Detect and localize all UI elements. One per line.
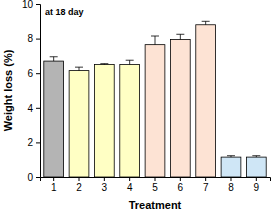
y-tick: 10 [22,0,40,10]
bar [69,71,89,177]
x-tick: 2 [76,177,82,193]
y-tick-label: 10 [22,0,34,10]
error-cap [202,21,210,22]
x-tick-label: 6 [178,182,184,193]
error-cap [227,155,235,156]
bar [170,39,190,177]
y-tick-mark [36,108,40,109]
error-bar [50,57,58,61]
error-cap [252,155,260,156]
x-axis-line [41,178,271,182]
y-tick: 0 [27,172,40,183]
error-bar [75,67,83,70]
error-bar [252,156,260,157]
y-axis-line [36,5,41,178]
y-tick-label: 4 [27,103,33,114]
bar [120,65,140,177]
bar [196,25,216,177]
x-tick-mark [230,177,231,181]
error-stem [53,57,54,61]
y-axis: 0 2 4 6 8 10 [22,0,41,183]
bar [94,65,114,177]
chart: 0246810123456789at 18 dayTreatmentWeight… [0,0,276,215]
y-tick-mark [36,73,40,74]
y-tick-mark [36,177,40,178]
y-tick-label: 2 [27,137,33,148]
x-tick-mark [53,177,54,181]
x-tick: 5 [152,177,158,193]
x-tick: 9 [254,177,260,193]
error-bar [202,21,210,24]
y-tick: 8 [27,33,40,44]
x-axis: 1 2 3 4 5 6 7 8 9 [41,177,271,193]
y-tick-label: 6 [27,68,33,79]
y-tick-label: 8 [27,33,33,44]
x-tick-mark [155,177,156,181]
x-tick-mark [79,177,80,181]
bar [246,157,266,177]
x-tick: 7 [203,177,209,193]
error-bar [126,60,134,64]
x-tick-label: 5 [152,182,158,193]
x-tick-mark [180,177,181,181]
x-tick-label: 3 [102,182,108,193]
bar [44,61,64,177]
error-stem [129,60,130,64]
error-cap [176,34,184,35]
x-tick-label: 2 [76,182,82,193]
y-tick-mark [36,39,40,40]
x-tick: 4 [127,177,133,193]
error-bar [176,34,184,39]
bar [221,157,241,177]
y-tick: 4 [27,103,40,114]
x-tick-label: 8 [228,182,234,193]
y-axis-title: Weight loss (%) [2,49,14,131]
x-axis-title: Treatment [129,199,182,211]
annotation: at 18 day [45,7,84,17]
error-cap [75,67,83,68]
x-tick-label: 4 [127,182,133,193]
x-tick: 6 [178,177,184,193]
y-tick: 2 [27,137,40,148]
x-tick-mark [256,177,257,181]
x-tick-mark [104,177,105,181]
x-tick-mark [129,177,130,181]
y-tick-mark [36,142,40,143]
error-bar [227,156,235,157]
error-cap [126,60,134,61]
x-tick: 8 [228,177,234,193]
y-tick: 6 [27,68,40,79]
x-tick-label: 7 [203,182,209,193]
error-cap [151,36,159,37]
plot: 0246810123456789at 18 day [22,0,271,193]
error-cap [50,56,58,57]
error-bar [151,36,159,45]
error-stem [205,21,206,24]
x-tick-label: 1 [51,182,57,193]
x-tick: 1 [51,177,57,193]
x-tick: 3 [102,177,108,193]
bar [145,45,165,177]
y-tick-mark [36,4,40,5]
error-stem [155,36,156,45]
x-tick-mark [205,177,206,181]
y-tick-label: 0 [27,172,33,183]
error-stem [180,34,181,39]
error-bar [100,63,108,65]
error-stem [79,67,80,70]
x-tick-label: 9 [254,182,260,193]
error-cap [100,63,108,64]
bars [44,21,266,177]
